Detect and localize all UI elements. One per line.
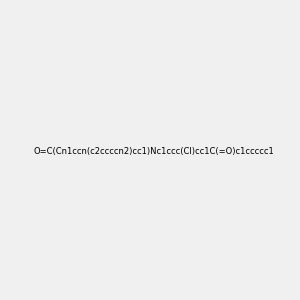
Text: O=C(Cn1ccn(c2ccccn2)cc1)Nc1ccc(Cl)cc1C(=O)c1ccccc1: O=C(Cn1ccn(c2ccccn2)cc1)Nc1ccc(Cl)cc1C(=…	[33, 147, 274, 156]
